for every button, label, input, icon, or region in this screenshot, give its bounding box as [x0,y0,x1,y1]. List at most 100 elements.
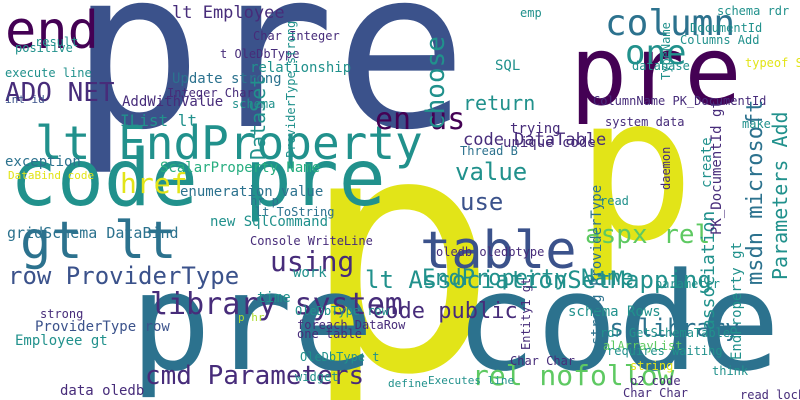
cloud-word: code public [372,299,518,324]
cloud-word: Char Integer [253,29,340,43]
cloud-word: Char Char [510,354,576,368]
cloud-word: emp [520,6,542,20]
cloud-word: choose [421,36,451,130]
cloud-word: use [460,188,504,216]
cloud-word: database [632,59,690,73]
cloud-word: system data [605,115,685,129]
cloud-word: pre [70,0,468,178]
cloud-word: Integer Char [167,86,254,100]
cloud-word: data oledb [60,383,145,399]
cloud-word: schema [232,97,276,111]
cloud-word: result [35,35,79,49]
cloud-word: Executes line [428,374,515,387]
cloud-word: msdn microsoft [743,99,768,285]
cloud-word: Char Char [623,386,689,400]
cloud-word: requires waiting [607,344,723,358]
cloud-word: trying [510,121,561,137]
cloud-word: DataBind code [8,169,95,182]
cloud-word: time [257,290,291,306]
cloud-word: strong [40,307,84,321]
cloud-word: hr p [250,194,279,208]
cloud-word: Parameters Add [768,111,792,280]
cloud-word: lt Employee [172,3,285,23]
cloud-word: parameter [655,277,721,291]
cloud-word: exception [5,154,81,170]
cloud-word: read lock [740,388,800,400]
cloud-word: work [293,265,327,281]
cloud-word: en us [375,102,466,137]
cloud-word: rel nofollow [472,359,675,392]
cloud-word: create [699,137,715,188]
cloud-word: p [300,63,499,400]
cloud-word: one table [297,327,363,341]
cloud-word: OleDbType row [295,304,389,318]
cloud-word: int id [5,93,45,106]
cloud-word: cmd Parameters [145,361,365,391]
cloud-word: relationship [250,60,352,76]
cloud-word: aspx rel [585,220,711,250]
cloud-word: ProviderType strong [284,20,298,158]
cloud-word: widget [295,370,339,384]
cloud-word: return [463,91,536,115]
cloud-word: t OleDbType [220,47,300,61]
cloud-word: OleDbType t [300,350,380,364]
cloud-word: pre p [570,17,800,127]
cloud-word: ColumnName PK_DocumentId [593,94,767,108]
cloud-word: us library [595,314,740,342]
cloud-word: positive [15,41,73,55]
cloud-word: DocumentId [690,21,763,35]
cloud-word: DataSet [246,75,270,160]
cloud-word: end [5,1,99,61]
cloud-word: IList lt [120,111,198,130]
cloud-word: pre code [130,244,781,400]
cloud-word: value [455,158,528,186]
cloud-word: gt lt [20,211,177,271]
cloud-word: one [625,33,687,73]
cloud-word: Thread B [460,144,518,158]
cloud-word: ProviderType row [35,319,170,335]
cloud-word: table [420,221,577,281]
cloud-word: strong ProviderType [589,184,605,345]
cloud-word: rdr GetSchemaTable [600,326,731,340]
cloud-word: p2 code [630,374,681,388]
cloud-word: using [270,245,355,278]
cloud-word: unique code [503,135,596,151]
cloud-word: string [630,359,674,373]
cloud-word: p [575,53,696,286]
cloud-word: define [388,377,428,390]
cloud-word: p hr [238,311,265,324]
cloud-word: EndProperty gt [729,241,745,360]
cloud-word: new SqlCommand [210,214,329,230]
cloud-word: EndProperty Name [422,266,634,291]
cloud-word: Console WriteLine [250,234,373,248]
cloud-word: foreach DataRow [297,318,406,332]
cloud-word: read [600,194,629,208]
cloud-word: Employee gt [15,333,108,349]
cloud-word: make [742,117,771,131]
cloud-word: daemon [659,146,673,190]
cloud-word: alArrayList [603,339,683,353]
cloud-word: ScalarProperty Name [160,160,321,176]
cloud-word: code DataTable [463,130,607,150]
cloud-word: ADO NET [5,78,115,108]
cloud-word: lt AssociationSetMapping [365,266,712,294]
cloud-word: SQL [495,58,521,74]
cloud-word: column [605,3,736,44]
cloud-word: code pre [10,134,386,224]
cloud-word: lt EndProperty [35,116,423,170]
cloud-word: typeof String [745,56,800,70]
cloud-word: TypeName [659,22,673,80]
cloud-word: oledb oledbtype [436,245,545,259]
cloud-word: schema Rows [568,304,661,320]
cloud-word: Entity1 gt [519,277,533,350]
cloud-word: gridSchema DataBind [7,224,179,242]
cloud-word: schema rdr [717,4,790,18]
cloud-word: href [120,167,188,200]
cloud-word: enumeration value [180,184,324,200]
cloud-word: execute line [5,66,92,80]
cloud-word: Update strong [172,71,282,87]
cloud-word: Columns Add [680,33,760,47]
cloud-word: row ProviderType [8,262,240,290]
cloud-word: AddWithValue [122,94,224,110]
